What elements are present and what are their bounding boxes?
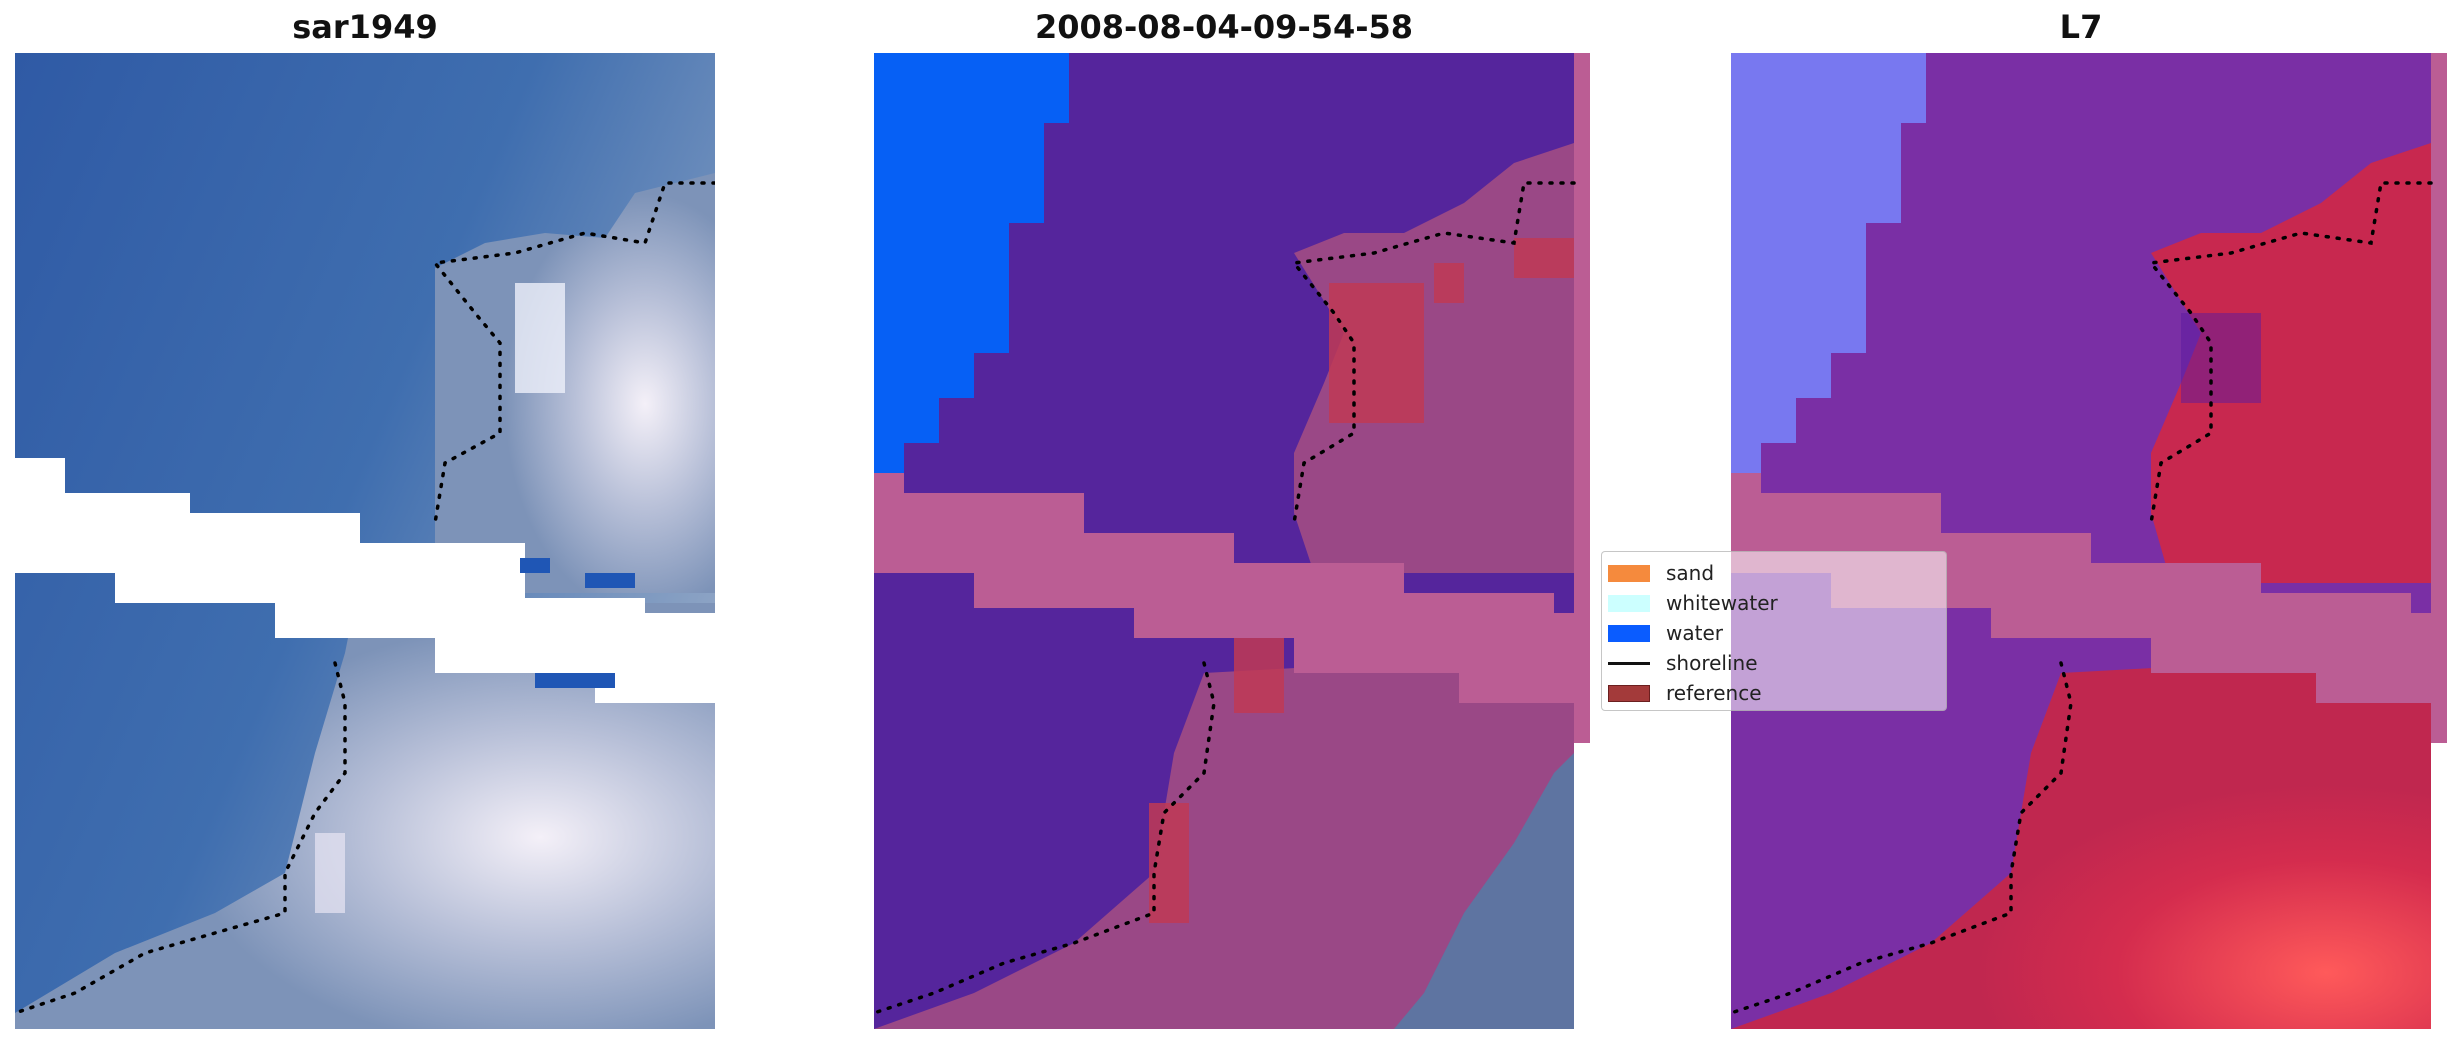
legend: sand whitewater water shoreline referenc… xyxy=(1601,551,1947,711)
legend-label-sand: sand xyxy=(1666,561,1715,585)
rgb-shoreline xyxy=(15,181,715,1015)
rgb-land-area-bottom xyxy=(15,603,715,1029)
panel-title-2008-08-04: 2008-08-04-09-54-58 xyxy=(1034,8,1414,46)
rgb-nodata-gap xyxy=(15,458,715,703)
index-water-area xyxy=(1731,53,1926,473)
legend-swatch-sand xyxy=(1608,564,1650,582)
index-cloud-band xyxy=(1731,473,2447,703)
classified-image-panel xyxy=(874,53,1590,1029)
classified-shoreline xyxy=(874,181,1576,1015)
legend-swatch-shoreline xyxy=(1608,661,1650,665)
index-image-panel xyxy=(1731,53,2447,1029)
legend-label-water: water xyxy=(1666,621,1723,645)
panel-title-l7: L7 xyxy=(2059,8,2103,46)
legend-item-water: water xyxy=(1608,618,1723,648)
index-shoreline xyxy=(1731,181,2433,1015)
classified-cloud-band xyxy=(874,473,1590,703)
legend-item-whitewater: whitewater xyxy=(1608,588,1778,618)
classified-water-area xyxy=(874,53,1069,473)
rgb-image-panel xyxy=(15,53,715,1029)
legend-swatch-reference xyxy=(1608,684,1650,702)
legend-item-sand: sand xyxy=(1608,558,1714,588)
rgb-land-area-top xyxy=(435,173,715,593)
index-land-patch-bottom xyxy=(1731,653,2431,1029)
legend-label-reference: reference xyxy=(1666,681,1762,705)
legend-item-reference: reference xyxy=(1608,678,1762,708)
legend-swatch-water xyxy=(1608,624,1650,642)
classified-land-patch-bottom xyxy=(874,653,1574,1029)
legend-label-shoreline: shoreline xyxy=(1666,651,1758,675)
legend-item-shoreline: shoreline xyxy=(1608,648,1758,678)
classified-land-patch-top xyxy=(1294,143,1574,573)
legend-swatch-whitewater xyxy=(1608,594,1650,612)
panel-title-sar1949: sar1949 xyxy=(292,8,438,46)
legend-label-whitewater: whitewater xyxy=(1666,591,1778,615)
